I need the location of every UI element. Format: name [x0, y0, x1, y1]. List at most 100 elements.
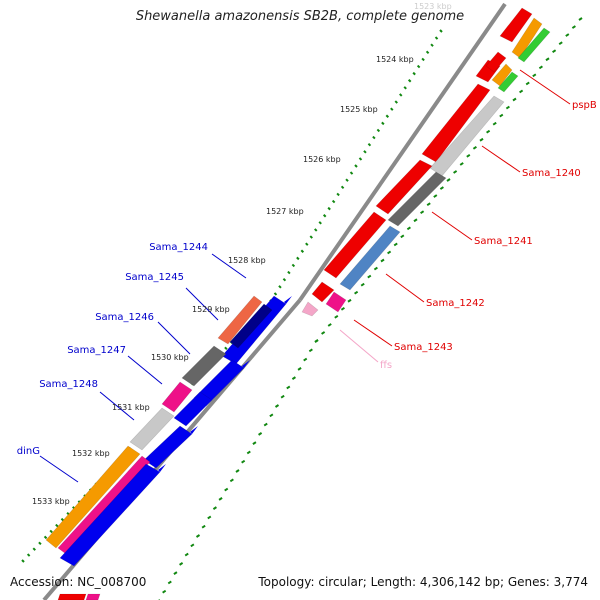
- tick-dot: [318, 221, 322, 225]
- tick-dot: [453, 170, 458, 174]
- tick-dot: [303, 357, 308, 362]
- tick-dot: [459, 162, 464, 166]
- tick-dot: [60, 517, 65, 522]
- tick-dot: [372, 135, 376, 140]
- tick-dot: [407, 79, 412, 83]
- tick-dot: [278, 285, 282, 289]
- tick-label: 1532 kbp: [72, 449, 110, 458]
- tick-dot: [385, 114, 390, 118]
- gene-feature: [325, 291, 347, 313]
- tick-dot: [358, 157, 363, 161]
- tick-label: 1528 kbp: [228, 256, 266, 265]
- tick-dot: [235, 469, 240, 473]
- tick-dot: [340, 306, 345, 311]
- tick-dot: [162, 589, 167, 594]
- tick-dot: [331, 199, 336, 204]
- gene-feature: [311, 281, 335, 303]
- gene-feature: [497, 71, 519, 93]
- tick-dot: [309, 235, 313, 239]
- accession-text: Accession: NC_008700: [10, 575, 147, 589]
- leader-line: [39, 455, 79, 483]
- tick-dot: [558, 41, 563, 45]
- gene-label: Sama_1248: [39, 379, 98, 390]
- tick-label: 1527 kbp: [266, 207, 304, 216]
- tick-dot: [446, 178, 451, 182]
- gene-feature: [59, 463, 161, 567]
- tick-dot: [439, 186, 444, 190]
- tick-dot: [552, 49, 557, 54]
- tick-dot: [322, 214, 327, 218]
- tick-dot: [439, 29, 443, 33]
- tick-dot: [416, 64, 421, 69]
- gene-feature: [143, 425, 193, 469]
- tick-dot: [43, 535, 48, 540]
- tick-dot: [472, 145, 477, 150]
- tick-dot: [340, 185, 345, 190]
- tick-dot: [426, 202, 431, 206]
- gene-label: Sama_1244: [149, 242, 208, 253]
- tick-dot: [367, 274, 372, 279]
- tick-dot: [373, 266, 378, 271]
- tick-dot: [519, 89, 524, 94]
- gene-label: Sama_1241: [474, 236, 533, 247]
- tick-dot: [376, 128, 381, 133]
- tick-dot: [413, 218, 418, 223]
- leader-line: [431, 211, 473, 241]
- tick-dot: [321, 331, 326, 335]
- gene-labels: pspB Sama_1240 Sama_1241 Sama_1242 Sama_1243…: [17, 100, 597, 457]
- tick-dot: [305, 242, 309, 246]
- gene-feature: [517, 27, 551, 63]
- tick-label: 1523 kbp: [414, 2, 452, 11]
- backbone-upper: [298, 2, 507, 302]
- gene-feature: [57, 455, 151, 555]
- leader-line: [99, 391, 135, 421]
- tick-dot: [229, 478, 234, 483]
- tick-dot: [505, 105, 510, 110]
- tick-dot: [400, 234, 405, 239]
- gene-feature: [323, 211, 387, 279]
- leader-line: [339, 329, 379, 363]
- tick-dot: [26, 553, 31, 557]
- tick-dot: [212, 506, 217, 510]
- tick-dot: [571, 25, 576, 29]
- gene-feature: [229, 303, 273, 349]
- tick-dot: [297, 367, 302, 371]
- tick-dot: [354, 164, 358, 168]
- leader-line: [211, 253, 247, 279]
- tick-dot: [287, 270, 291, 275]
- tick-dot: [532, 73, 537, 78]
- tick-dot: [354, 290, 359, 295]
- tick-dot: [300, 249, 305, 253]
- gene-feature: [339, 225, 401, 291]
- tick-dot: [499, 113, 504, 118]
- tick-label: 1526 kbp: [303, 155, 341, 164]
- leader-line: [185, 287, 219, 321]
- tick-dot: [308, 348, 313, 353]
- tick-dot: [367, 142, 372, 147]
- gene-feature: [181, 345, 227, 387]
- tick-dot: [403, 86, 407, 90]
- arrow-head: [242, 360, 250, 368]
- tick-dot: [345, 178, 349, 182]
- leader-line: [481, 145, 521, 173]
- tick-dot: [349, 171, 354, 175]
- tick-dot: [296, 256, 300, 261]
- gene-label: dinG: [17, 446, 40, 457]
- gene-label: Sama_1242: [426, 298, 485, 309]
- tick-dot: [406, 226, 411, 231]
- gene-feature: [387, 171, 447, 227]
- tick-dot: [512, 97, 517, 102]
- gene-feature: [217, 295, 263, 345]
- tick-dot: [433, 194, 438, 198]
- tick-labels: 1523 kbp 1524 kbp 1525 kbp 1526 kbp 1527 kbp…: [32, 2, 452, 506]
- leader-line: [385, 273, 425, 303]
- tick-dot: [390, 107, 394, 111]
- leader-line: [157, 321, 191, 355]
- tick-dot: [578, 17, 583, 21]
- tick-dot: [360, 282, 365, 287]
- tick-dot: [269, 413, 274, 418]
- tick-dot: [394, 100, 398, 104]
- leader-line: [353, 319, 393, 347]
- gene-feature: [375, 159, 433, 215]
